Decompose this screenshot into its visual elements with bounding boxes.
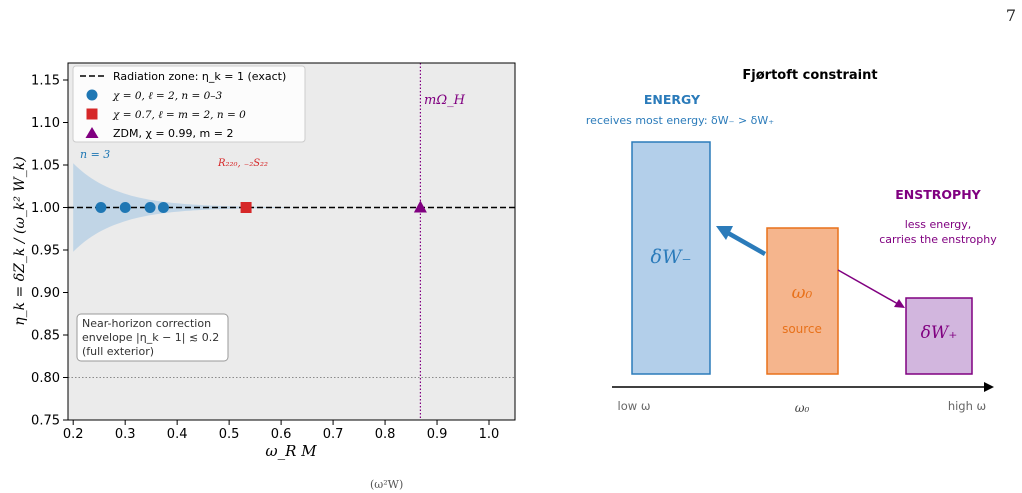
x-tick-label: 0.2 [63,427,84,442]
box-delta-w-plus-label: δW₊ [921,323,958,343]
y-tick-label: 0.95 [31,244,60,259]
enstrophy-subtext-1: less energy, [905,218,972,231]
diagram-title: Fjørtoft constraint [742,68,877,83]
envelope-note: Near-horizon correction envelope |η_k − … [76,313,229,362]
box-source-label: source [782,322,822,336]
fjortoft-diagram: Fjørtoft constraint ENERGY receives most… [586,68,997,415]
legend-entry-radiation: Radiation zone: η_k = 1 (exact) [113,70,286,83]
legend-entry-chi0: χ = 0, ℓ = 2, n = 0–3 [112,90,223,102]
data-point-square [240,202,252,213]
x-ticks: 0.2 0.3 0.4 0.5 0.6 0.7 0.8 0.9 1.0 [63,420,500,442]
arrow-to-energy-head [716,226,733,240]
legend-circle-swatch [86,89,98,101]
left-plot: 0.2 0.3 0.4 0.5 0.6 0.7 0.8 0.9 1.0 0.75 0.80 0.85… [12,62,516,460]
data-point-circle [119,202,131,213]
y-ticks: 0.75 0.80 0.85 0.90 0.95 1.00 1.05 1.10 1.15 [31,74,68,429]
y-axis-label: η_k = δZ_k / (ω_k² W_k) [12,156,28,326]
legend-entry-zdm: ZDM, χ = 0.99, m = 2 [113,127,233,140]
x-tick-label: 0.5 [219,427,240,442]
envelope-note-line-3: (full exterior) [82,345,154,358]
y-tick-label: 0.90 [31,286,60,301]
x-axis-label: ω_R M [265,442,317,460]
x-tick-label: 0.4 [167,427,188,442]
arrow-to-enstrophy [837,269,899,305]
enstrophy-heading: ENSTROPHY [895,187,981,202]
envelope-note-line-1: Near-horizon correction [82,317,211,330]
axis-low-label: low ω [618,399,651,413]
page-number: 7 [1005,6,1016,25]
data-point-triangle [413,200,427,213]
data-point-circle [95,202,107,213]
x-tick-label: 0.9 [427,427,448,442]
annotation-r220: R₂₂₀, ₋₂S₂₂ [217,158,268,169]
envelope-note-line-2: envelope |η_k − 1| ≲ 0.2 [82,331,219,344]
legend: Radiation zone: η_k = 1 (exact) χ = 0, ℓ… [72,65,306,143]
x-tick-label: 1.0 [479,427,500,442]
energy-subtext: receives most energy: δW₋ > δW₊ [586,114,774,127]
y-tick-label: 0.80 [31,371,60,386]
correction-envelope [73,163,292,252]
axis-mid-label: ω₀ [795,401,810,415]
y-tick-label: 1.05 [31,159,60,174]
y-tick-label: 0.75 [31,414,60,429]
annotation-n3: n = 3 [80,148,110,161]
legend-entry-chi07: χ = 0.7, ℓ = m = 2, n = 0 [112,109,246,121]
arrow-to-energy [726,231,767,256]
box-delta-w-minus [631,141,711,375]
axis-high-label: high ω [948,399,986,413]
legend-triangle-swatch [85,127,99,138]
caption-fragment: (ω²W) [370,478,404,491]
enstrophy-subtext-2: carries the enstrophy [879,233,997,246]
data-point-circle [157,202,169,213]
box-delta-w-plus [905,297,973,375]
x-tick-label: 0.7 [323,427,344,442]
y-tick-label: 0.85 [31,329,60,344]
x-tick-label: 0.8 [375,427,396,442]
legend-square-swatch [86,108,98,120]
data-point-circle [144,202,156,213]
y-tick-label: 1.00 [31,201,60,216]
box-source [766,227,839,375]
frequency-axis-arrowhead [984,382,994,392]
x-tick-label: 0.3 [115,427,136,442]
plot-frame [67,62,516,421]
energy-heading: ENERGY [644,92,701,107]
x-tick-label: 0.6 [271,427,292,442]
y-tick-label: 1.15 [31,74,60,89]
box-source-symbol: ω₀ [792,283,813,303]
annotation-m-omega-h: mΩ_H [424,93,466,108]
arrow-to-enstrophy-head [894,299,905,308]
data-markers [95,200,427,213]
box-delta-w-minus-label: δW₋ [651,246,692,268]
y-tick-label: 1.10 [31,116,60,131]
